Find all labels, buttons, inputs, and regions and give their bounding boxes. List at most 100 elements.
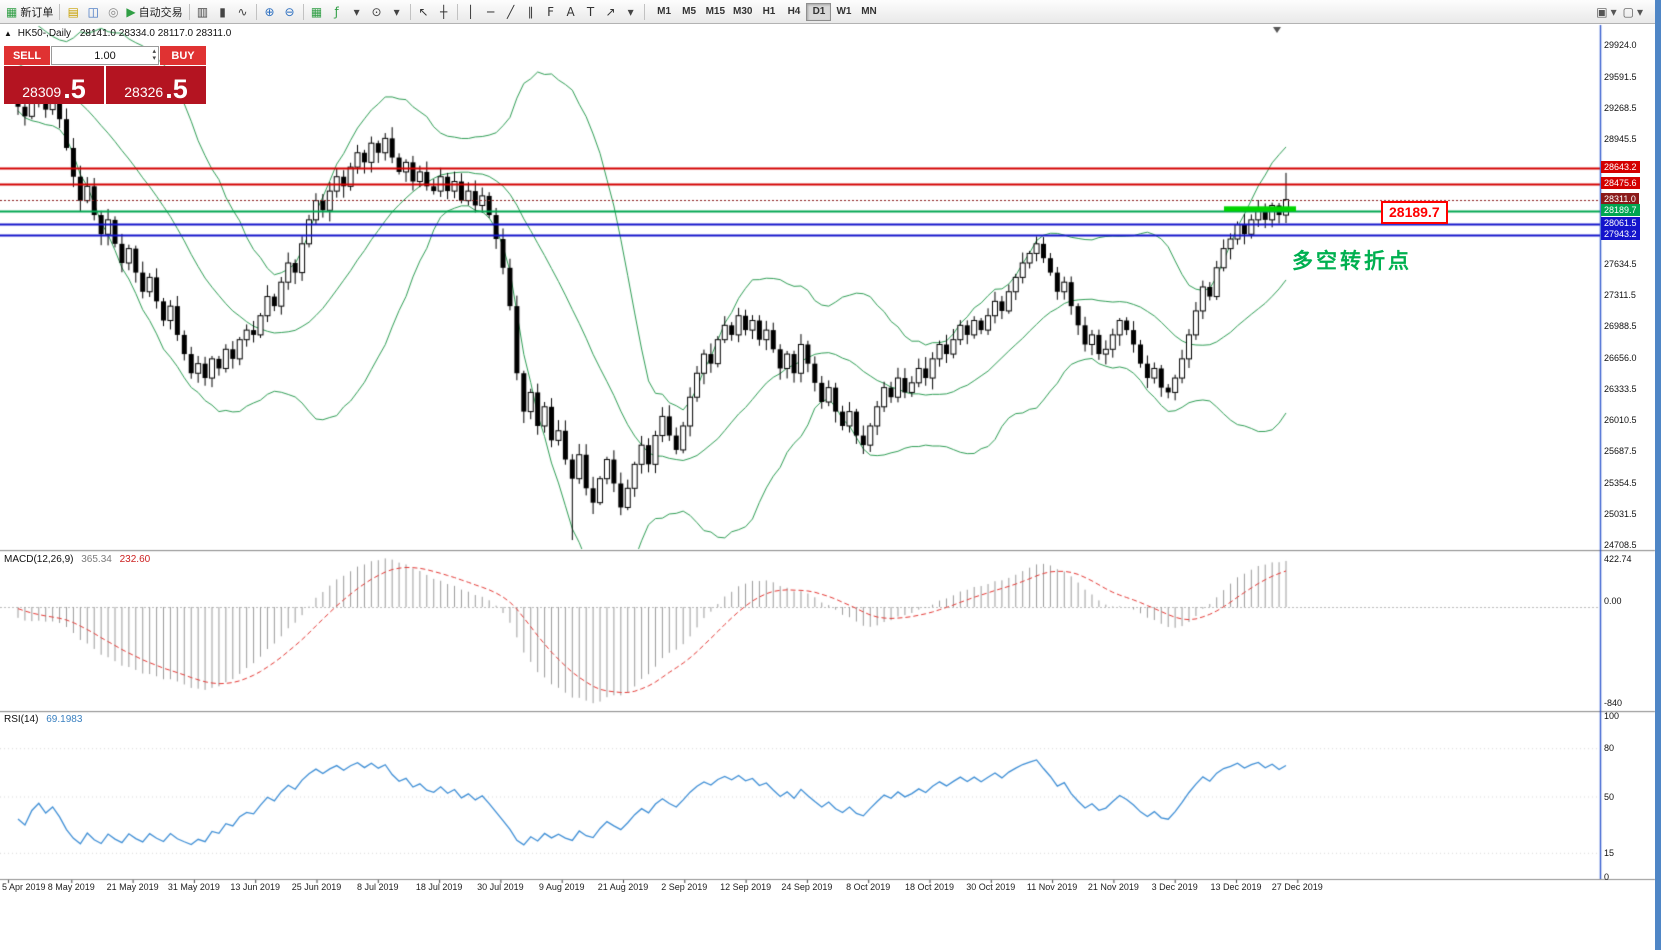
time-axis-label: 21 May 2019 [106,882,159,892]
periods-icon: ⊙ [371,4,382,19]
buy-price-fraction: .5 [165,74,188,105]
bar-chart-icon[interactable]: ▥ [193,2,213,22]
depth-of-market-icon: ◎ [108,4,119,19]
timeframe-mn[interactable]: MN [856,3,881,21]
price-level-label[interactable]: 28061.5 [1601,216,1640,229]
autotrading-button[interactable]: ▶ 自动交易 [123,2,185,22]
line-chart-icon: ∿ [237,4,248,19]
timeframe-group: M1 M5 M15 M30 H1 H4 D1 W1 MN [652,2,882,21]
window-layout-icon: ◫ [87,4,100,19]
arrows-dropdown-icon[interactable]: ▾ [621,2,641,22]
crosshair-icon: ┼ [439,4,448,19]
toolbar-right-group: ▣ ▾ ▢ ▾ [1593,2,1646,22]
tile-windows-icon[interactable]: ▦ [307,2,327,22]
price-level-label[interactable]: 28189.7 [1601,204,1640,217]
zoom-in-icon: ⊕ [264,4,275,19]
zoom-in-icon[interactable]: ⊕ [260,2,280,22]
text-icon[interactable]: A [561,2,581,22]
window-layout-icon[interactable]: ◫ [83,2,103,22]
text-label-icon: T [586,4,595,19]
periods-dropdown-icon[interactable]: ▾ [387,2,407,22]
indicators-dropdown-icon[interactable]: ▾ [347,2,367,22]
price-level-label[interactable]: 27943.2 [1601,227,1640,240]
time-axis-label: 13 Dec 2019 [1210,882,1262,892]
price-axis-label: 25687.5 [1604,446,1637,457]
toolbar-separator [255,3,257,20]
time-axis-label: 27 Dec 2019 [1271,882,1323,892]
equidistant-channel-icon: ∥ [527,4,534,19]
window-list-button[interactable]: ▢ ▾ [1620,2,1646,22]
timeframe-m30[interactable]: M30 [729,3,756,21]
timeframe-m15[interactable]: M15 [702,3,729,21]
timeframe-m5[interactable]: M5 [677,3,702,21]
rsi-axis-label: 15 [1604,847,1615,858]
time-axis-label: 24 Sep 2019 [781,882,833,892]
bar-chart-icon: ▥ [196,4,209,19]
candlestick-chart-icon[interactable]: ▮ [213,2,233,22]
lot-size-field[interactable]: 1.00 ▴ ▾ [51,46,159,65]
horizontal-line-icon[interactable]: ─ [481,2,501,22]
tile-windows-icon: ▦ [310,4,323,19]
macd-axis-label: 0.00 [1604,596,1622,606]
price-callout-label[interactable]: 28189.7 [1381,201,1448,224]
time-axis-label: 11 Nov 2019 [1026,882,1078,892]
lot-size-value[interactable]: 1.00 [94,49,116,62]
arrows-icon[interactable]: ↗ [601,2,621,22]
time-axis-label: 2 Sep 2019 [661,882,708,892]
arrows-icon: ↗ [605,4,616,19]
buy-price-button[interactable]: 28326 .5 [106,66,206,104]
sell-price-button[interactable]: 28309 .5 [4,66,104,104]
buy-button[interactable]: BUY [160,46,206,65]
zoom-out-icon[interactable]: ⊖ [280,2,300,22]
lot-spinner[interactable]: ▴ ▾ [152,48,156,62]
macd-header: MACD(12,26,9) 365.34 232.60 [4,554,150,565]
price-axis-label: 28945.5 [1604,133,1637,144]
rsi-axis-label: 0 [1604,872,1610,882]
chart-annotation-text[interactable]: 多空转折点 [1292,250,1412,273]
price-axis-label: 24708.5 [1604,540,1637,550]
data-window-button[interactable]: ▣ ▾ [1593,2,1619,22]
time-axis-label: 21 Aug 2019 [597,882,649,892]
candlestick-chart-icon: ▮ [219,4,226,19]
arrows-dropdown-icon: ▾ [627,4,634,19]
price-axis-label: 25354.5 [1604,478,1637,489]
one-click-collapse-icon[interactable]: ▲ [4,29,12,38]
vertical-line-icon[interactable]: │ [461,2,481,22]
price-level-label[interactable]: 28643.2 [1601,160,1640,173]
rsi-header: RSI(14) 69.1983 [4,714,82,725]
new-order-button[interactable]: ▦ 新订单 [3,2,56,22]
time-axis-label: 30 Oct 2019 [966,882,1016,892]
crosshair-icon[interactable]: ┼ [434,2,454,22]
line-chart-icon[interactable]: ∿ [233,2,253,22]
periods-icon[interactable]: ⊙ [367,2,387,22]
equidistant-channel-icon[interactable]: ∥ [521,2,541,22]
trendline-icon[interactable]: ╱ [501,2,521,22]
sell-button[interactable]: SELL [4,46,50,65]
timeframe-m1[interactable]: M1 [652,3,677,21]
text-label-icon[interactable]: T [581,2,601,22]
window-list-dropdown-icon: ▾ [1636,4,1643,19]
timeframe-w1[interactable]: W1 [831,3,856,21]
timeframe-h1[interactable]: H1 [756,3,781,21]
lot-up-icon[interactable]: ▴ [152,48,156,55]
macd-main-value: 365.34 [81,554,112,565]
profiles-icon[interactable]: ▤ [63,2,83,22]
lot-down-icon[interactable]: ▾ [152,55,156,62]
cursor-icon[interactable]: ↖ [414,2,434,22]
time-axis-label: 8 May 2019 [47,882,95,892]
price-level-label[interactable]: 28311.0 [1601,192,1639,205]
fibonacci-icon: F [547,4,555,19]
indicators-icon[interactable]: ƒ [327,2,347,22]
data-window-icon: ▣ [1596,4,1608,19]
timeframe-h4[interactable]: H4 [781,3,806,21]
rsi-title: RSI(14) [4,714,39,725]
indicators-icon: ƒ [334,4,339,19]
time-axis-label: 8 Oct 2019 [846,882,891,892]
fibonacci-icon[interactable]: F [541,2,561,22]
depth-of-market-icon[interactable]: ◎ [103,2,123,22]
data-window-dropdown-icon: ▾ [1610,4,1617,19]
timeframe-d1[interactable]: D1 [806,2,832,21]
horizontal-line-icon: ─ [486,4,495,19]
price-level-label[interactable]: 28475.6 [1601,176,1640,189]
